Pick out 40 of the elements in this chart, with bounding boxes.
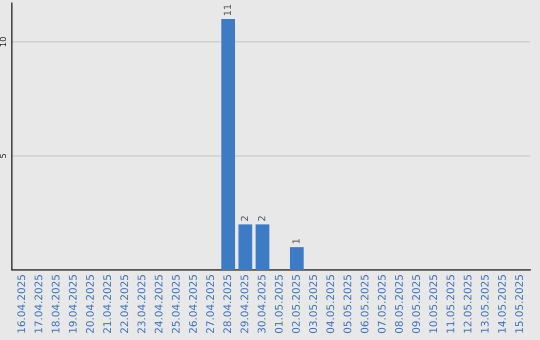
x-tick-label: 20.04.2025 bbox=[86, 275, 94, 334]
x-tick-label: 24.04.2025 bbox=[154, 275, 163, 334]
x-tick-label: 01.05.2025 bbox=[274, 275, 283, 334]
x-tick-label: 03.05.2025 bbox=[309, 275, 318, 334]
x-tick-label: 05.05.2025 bbox=[343, 275, 352, 334]
data-label: 2 bbox=[258, 216, 266, 221]
bar bbox=[256, 224, 270, 270]
x-tick-label: 12.05.2025 bbox=[464, 275, 472, 333]
x-tick-label: 13.05.2025 bbox=[480, 275, 489, 333]
x-tick-label: 15.05.2025 bbox=[515, 275, 524, 333]
x-tick-label: 16.04.2025 bbox=[17, 275, 26, 333]
x-tick-label: 19.04.2025 bbox=[68, 275, 77, 333]
y-tick-label: 10 bbox=[0, 37, 6, 46]
x-tick-label: 10.05.2025 bbox=[429, 275, 438, 333]
x-tick-label: 28.04.2025 bbox=[223, 275, 232, 334]
x-tick-label: 26.04.2025 bbox=[188, 275, 197, 334]
bar bbox=[238, 224, 252, 270]
bar bbox=[221, 19, 236, 270]
y-tick-label: 5 bbox=[0, 154, 6, 158]
x-tick-label: 06.05.2025 bbox=[360, 275, 369, 334]
x-tick-label: 21.04.2025 bbox=[103, 275, 112, 334]
x-tick-label: 11.05.2025 bbox=[446, 275, 454, 333]
x-tick-label: 07.05.2025 bbox=[378, 275, 386, 334]
x-tick-label: 29.04.2025 bbox=[240, 275, 248, 334]
x-tick-label: 09.05.2025 bbox=[412, 275, 420, 334]
x-tick-label: 23.04.2025 bbox=[137, 275, 146, 334]
x-tick-label: 14.05.2025 bbox=[498, 275, 506, 333]
x-tick-label: 25.04.2025 bbox=[172, 275, 180, 334]
x-tick-label: 22.04.2025 bbox=[120, 275, 128, 334]
x-tick-label: 02.05.2025 bbox=[292, 275, 300, 334]
data-label: 11 bbox=[224, 4, 231, 16]
x-tick-label: 18.04.2025 bbox=[52, 275, 60, 333]
x-tick-label: 04.05.2025 bbox=[326, 275, 334, 334]
x-tick-label: 30.04.2025 bbox=[258, 275, 266, 333]
bar bbox=[290, 247, 304, 270]
data-label: 2 bbox=[240, 216, 248, 221]
x-tick-label: 17.04.2025 bbox=[34, 275, 42, 333]
data-label: 1 bbox=[292, 239, 300, 244]
x-tick-label: 27.04.2025 bbox=[206, 275, 214, 334]
x-tick-label: 08.05.2025 bbox=[394, 275, 403, 334]
